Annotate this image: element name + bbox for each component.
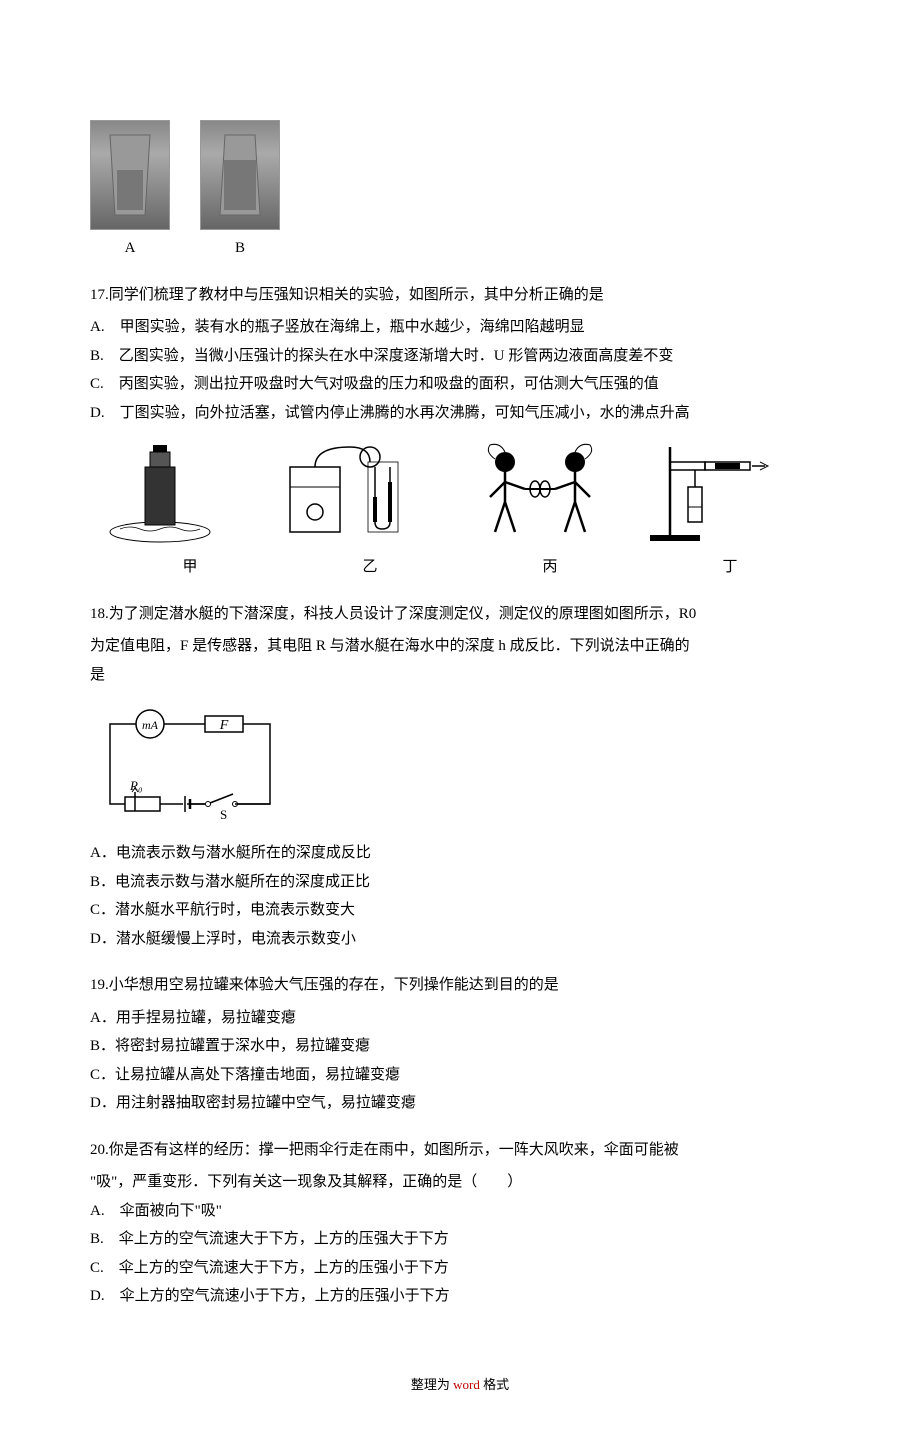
photo-block-a: A: [90, 120, 170, 263]
q17-option-c: C. 丙图实验，测出拉开吸盘时大气对吸盘的压力和吸盘的面积，可估测大气压强的值: [90, 370, 830, 399]
q17-figure-row: 甲 乙 丙: [90, 437, 830, 582]
q17-option-a: A. 甲图实验，装有水的瓶子竖放在海绵上，瓶中水越少，海绵凹陷越明显: [90, 313, 830, 342]
q17-option-d: D. 丁图实验，向外拉活塞，试管内停止沸腾的水再次沸腾，可知气压减小，水的沸点升…: [90, 399, 830, 428]
photo-a: [90, 120, 170, 230]
photo-row: A B: [90, 120, 830, 263]
q18-stem-l2: 为定值电阻，F 是传感器，其电阻 R 与潜水艇在海水中的深度 h 成反比．下列说…: [90, 632, 830, 661]
footer-prefix: 整理为: [411, 1377, 453, 1392]
q18-circuit: mA F R₀ S: [90, 704, 830, 824]
footer-word: word: [453, 1377, 480, 1392]
q17-option-b: B. 乙图实验，当微小压强计的探头在水中深度逐渐增大时．U 形管两边液面高度差不…: [90, 342, 830, 371]
figure-label-yi: 乙: [280, 553, 460, 582]
q19-option-b: B．将密封易拉罐置于深水中，易拉罐变瘪: [90, 1032, 830, 1061]
q20-option-a: A. 伞面被向下"吸": [90, 1197, 830, 1226]
q18-option-b: B．电流表示数与潜水艇所在的深度成正比: [90, 868, 830, 897]
circuit-ma-label: mA: [142, 718, 159, 732]
q20-option-d: D. 伞上方的空气流速小于下方，上方的压强小于下方: [90, 1282, 830, 1311]
figure-bing: 丙: [460, 437, 640, 582]
q18-option-c: C．潜水艇水平航行时，电流表示数变大: [90, 896, 830, 925]
q18-stem-l3: 是: [90, 661, 830, 690]
figure-label-bing: 丙: [460, 553, 640, 582]
figure-label-ding: 丁: [640, 553, 820, 582]
q19-option-c: C．让易拉罐从高处下落撞击地面，易拉罐变瘪: [90, 1061, 830, 1090]
q18-option-a: A．电流表示数与潜水艇所在的深度成反比: [90, 839, 830, 868]
photo-b: [200, 120, 280, 230]
q19-option-d: D．用注射器抽取密封易拉罐中空气，易拉罐变瘪: [90, 1089, 830, 1118]
q18-stem-l1: 18.为了测定潜水艇的下潜深度，科技人员设计了深度测定仪，测定仪的原理图如图所示…: [90, 600, 830, 629]
q20-option-c: C. 伞上方的空气流速大于下方，上方的压强小于下方: [90, 1254, 830, 1283]
footer-suffix: 格式: [480, 1377, 509, 1392]
photo-label-b: B: [200, 234, 280, 263]
q19-option-a: A．用手捏易拉罐，易拉罐变瘪: [90, 1004, 830, 1033]
figure-label-jia: 甲: [100, 553, 280, 582]
circuit-f-label: F: [219, 718, 229, 733]
q20-option-b: B. 伞上方的空气流速大于下方，上方的压强大于下方: [90, 1225, 830, 1254]
q20-stem-l2: "吸"，严重变形．下列有关这一现象及其解释，正确的是（ ）: [90, 1168, 830, 1197]
photo-block-b: B: [200, 120, 280, 263]
q20-stem-l1: 20.你是否有这样的经历：撑一把雨伞行走在雨中，如图所示，一阵大风吹来，伞面可能…: [90, 1136, 830, 1165]
figure-ding: 丁: [640, 437, 820, 582]
photo-label-a: A: [90, 234, 170, 263]
figure-yi: 乙: [280, 437, 460, 582]
circuit-s-label: S: [220, 807, 227, 822]
q18-option-d: D．潜水艇缓慢上浮时，电流表示数变小: [90, 925, 830, 954]
q19-stem: 19.小华想用空易拉罐来体验大气压强的存在，下列操作能达到目的的是: [90, 971, 830, 1000]
figure-jia: 甲: [100, 437, 280, 582]
page-footer: 整理为 word 格式: [90, 1371, 830, 1400]
q17-stem: 17.同学们梳理了教材中与压强知识相关的实验，如图所示，其中分析正确的是: [90, 281, 830, 310]
circuit-r0-label: R₀: [129, 778, 142, 793]
